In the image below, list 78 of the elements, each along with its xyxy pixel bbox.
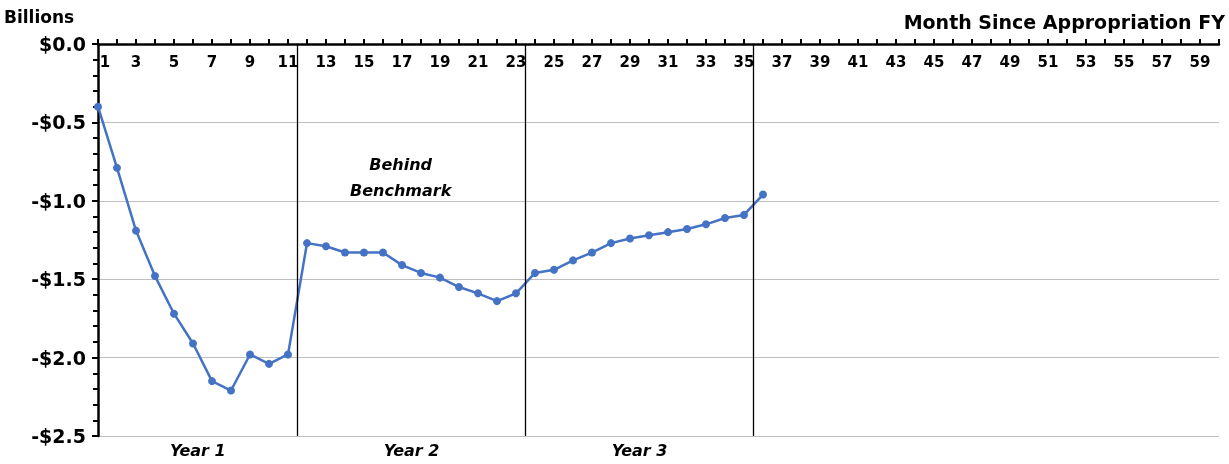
point	[664, 228, 672, 237]
point	[512, 289, 520, 298]
point	[246, 350, 254, 359]
point	[265, 359, 273, 368]
x-tick-label: 9	[244, 52, 256, 71]
point	[360, 248, 368, 257]
point	[151, 272, 159, 281]
x-tick-label: 55	[1113, 52, 1135, 71]
point	[417, 268, 425, 277]
point	[303, 239, 311, 248]
annotation: Behind Benchmark	[350, 154, 453, 200]
point	[569, 256, 577, 265]
x-tick-label: 19	[429, 52, 451, 71]
point	[322, 242, 330, 251]
point	[170, 309, 178, 318]
x-tick-label: 11	[277, 52, 299, 71]
point	[683, 225, 691, 234]
x-tick-label: 31	[657, 52, 679, 71]
point	[588, 248, 596, 257]
point	[132, 226, 140, 235]
point	[208, 377, 216, 386]
point	[341, 248, 349, 257]
x-tick-label: 59	[1189, 52, 1211, 71]
x-tick-label: 53	[1075, 52, 1097, 71]
x-tick-label: 1	[99, 52, 111, 71]
y-tick-label: -$0.5	[31, 111, 86, 134]
point	[398, 261, 406, 270]
x-tick-label: 37	[771, 52, 793, 71]
point	[284, 350, 292, 359]
y-tick-label: -$1.5	[31, 268, 86, 291]
point	[94, 102, 102, 111]
x-tick-label: 23	[505, 52, 527, 71]
point	[455, 283, 463, 292]
x-tick-label: 5	[168, 52, 180, 71]
x-tick-label: 51	[1037, 52, 1059, 71]
point	[531, 268, 539, 277]
point	[189, 339, 197, 348]
point	[626, 234, 634, 243]
x-tick-label: 43	[885, 52, 907, 71]
text: Year 2	[383, 440, 440, 460]
point	[474, 289, 482, 298]
x-tick-label: 15	[353, 52, 375, 71]
x-tick-label: 21	[467, 52, 489, 71]
y-axis-title: Billions	[4, 6, 75, 27]
x-tick-label: 29	[619, 52, 641, 71]
x-tick-label: 7	[206, 52, 218, 71]
y-tick-label: -$2.0	[31, 346, 86, 369]
x-tick-label: 41	[847, 52, 869, 71]
text: Year 1	[169, 440, 226, 460]
text: Year 3	[611, 440, 668, 460]
point	[721, 214, 729, 223]
point	[645, 231, 653, 240]
x-tick-label: 57	[1151, 52, 1173, 71]
x-tick-label: 49	[999, 52, 1021, 71]
x-tick-label: 17	[391, 52, 413, 71]
point	[379, 248, 387, 257]
x-tick-label: 25	[543, 52, 565, 71]
point	[607, 239, 615, 248]
y-tick-label: -$1.0	[31, 189, 86, 212]
point	[436, 273, 444, 282]
x-tick-label: 3	[130, 52, 142, 71]
x-tick-label: 47	[961, 52, 983, 71]
x-tick-label: 27	[581, 52, 603, 71]
point	[550, 265, 558, 274]
point	[702, 220, 710, 229]
x-tick-label: 35	[733, 52, 755, 71]
x-tick-label: 39	[809, 52, 831, 71]
x-tick-label: 45	[923, 52, 945, 71]
x-axis-title: Month Since Appropriation FY	[903, 10, 1226, 33]
point	[493, 297, 501, 306]
y-tick-label: -$2.5	[31, 425, 86, 447]
point	[759, 190, 767, 199]
point	[113, 163, 121, 172]
point	[740, 210, 748, 219]
x-tick-label: 13	[315, 52, 337, 71]
point	[227, 386, 235, 395]
y-tick-label: $0.0	[39, 33, 86, 55]
x-tick-label: 33	[695, 52, 717, 71]
